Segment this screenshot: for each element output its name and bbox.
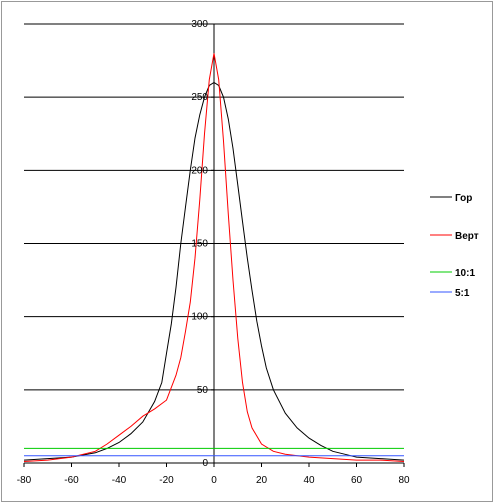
legend-label-2: 10:1 [455, 268, 475, 279]
axes [23, 23, 405, 467]
x-tick-label: 40 [303, 475, 315, 486]
x-tick-label: 0 [211, 475, 217, 486]
plot-series [23, 53, 405, 462]
x-tick-label: 20 [256, 475, 268, 486]
x-tick-label: -80 [17, 475, 32, 486]
y-tick-label: 200 [191, 165, 208, 176]
series-line-1 [23, 53, 405, 462]
legend-label-1: Верт [455, 231, 479, 242]
x-tick-labels: -80 -60 -40 -20 0 20 40 60 80 [17, 475, 410, 486]
x-tick-label: -40 [112, 475, 127, 486]
legend: Гор Верт 10:1 5:1 [430, 193, 479, 299]
y-tick-label: 300 [191, 19, 208, 30]
x-tick-label: -20 [159, 475, 174, 486]
y-tick-label: 250 [191, 92, 208, 103]
x-tick-label: 80 [398, 475, 410, 486]
legend-label-0: Гор [455, 193, 472, 204]
series-line-0 [23, 81, 405, 461]
x-tick-label: -60 [64, 475, 79, 486]
y-tick-label: 50 [197, 385, 209, 396]
x-tick-label: 60 [351, 475, 363, 486]
y-tick-label: 0 [202, 458, 208, 469]
y-tick-label: 100 [191, 312, 208, 323]
y-tick-labels: 0 50 100 150 200 250 300 [191, 19, 208, 469]
legend-label-3: 5:1 [455, 288, 470, 299]
y-tick-label: 150 [191, 239, 208, 250]
